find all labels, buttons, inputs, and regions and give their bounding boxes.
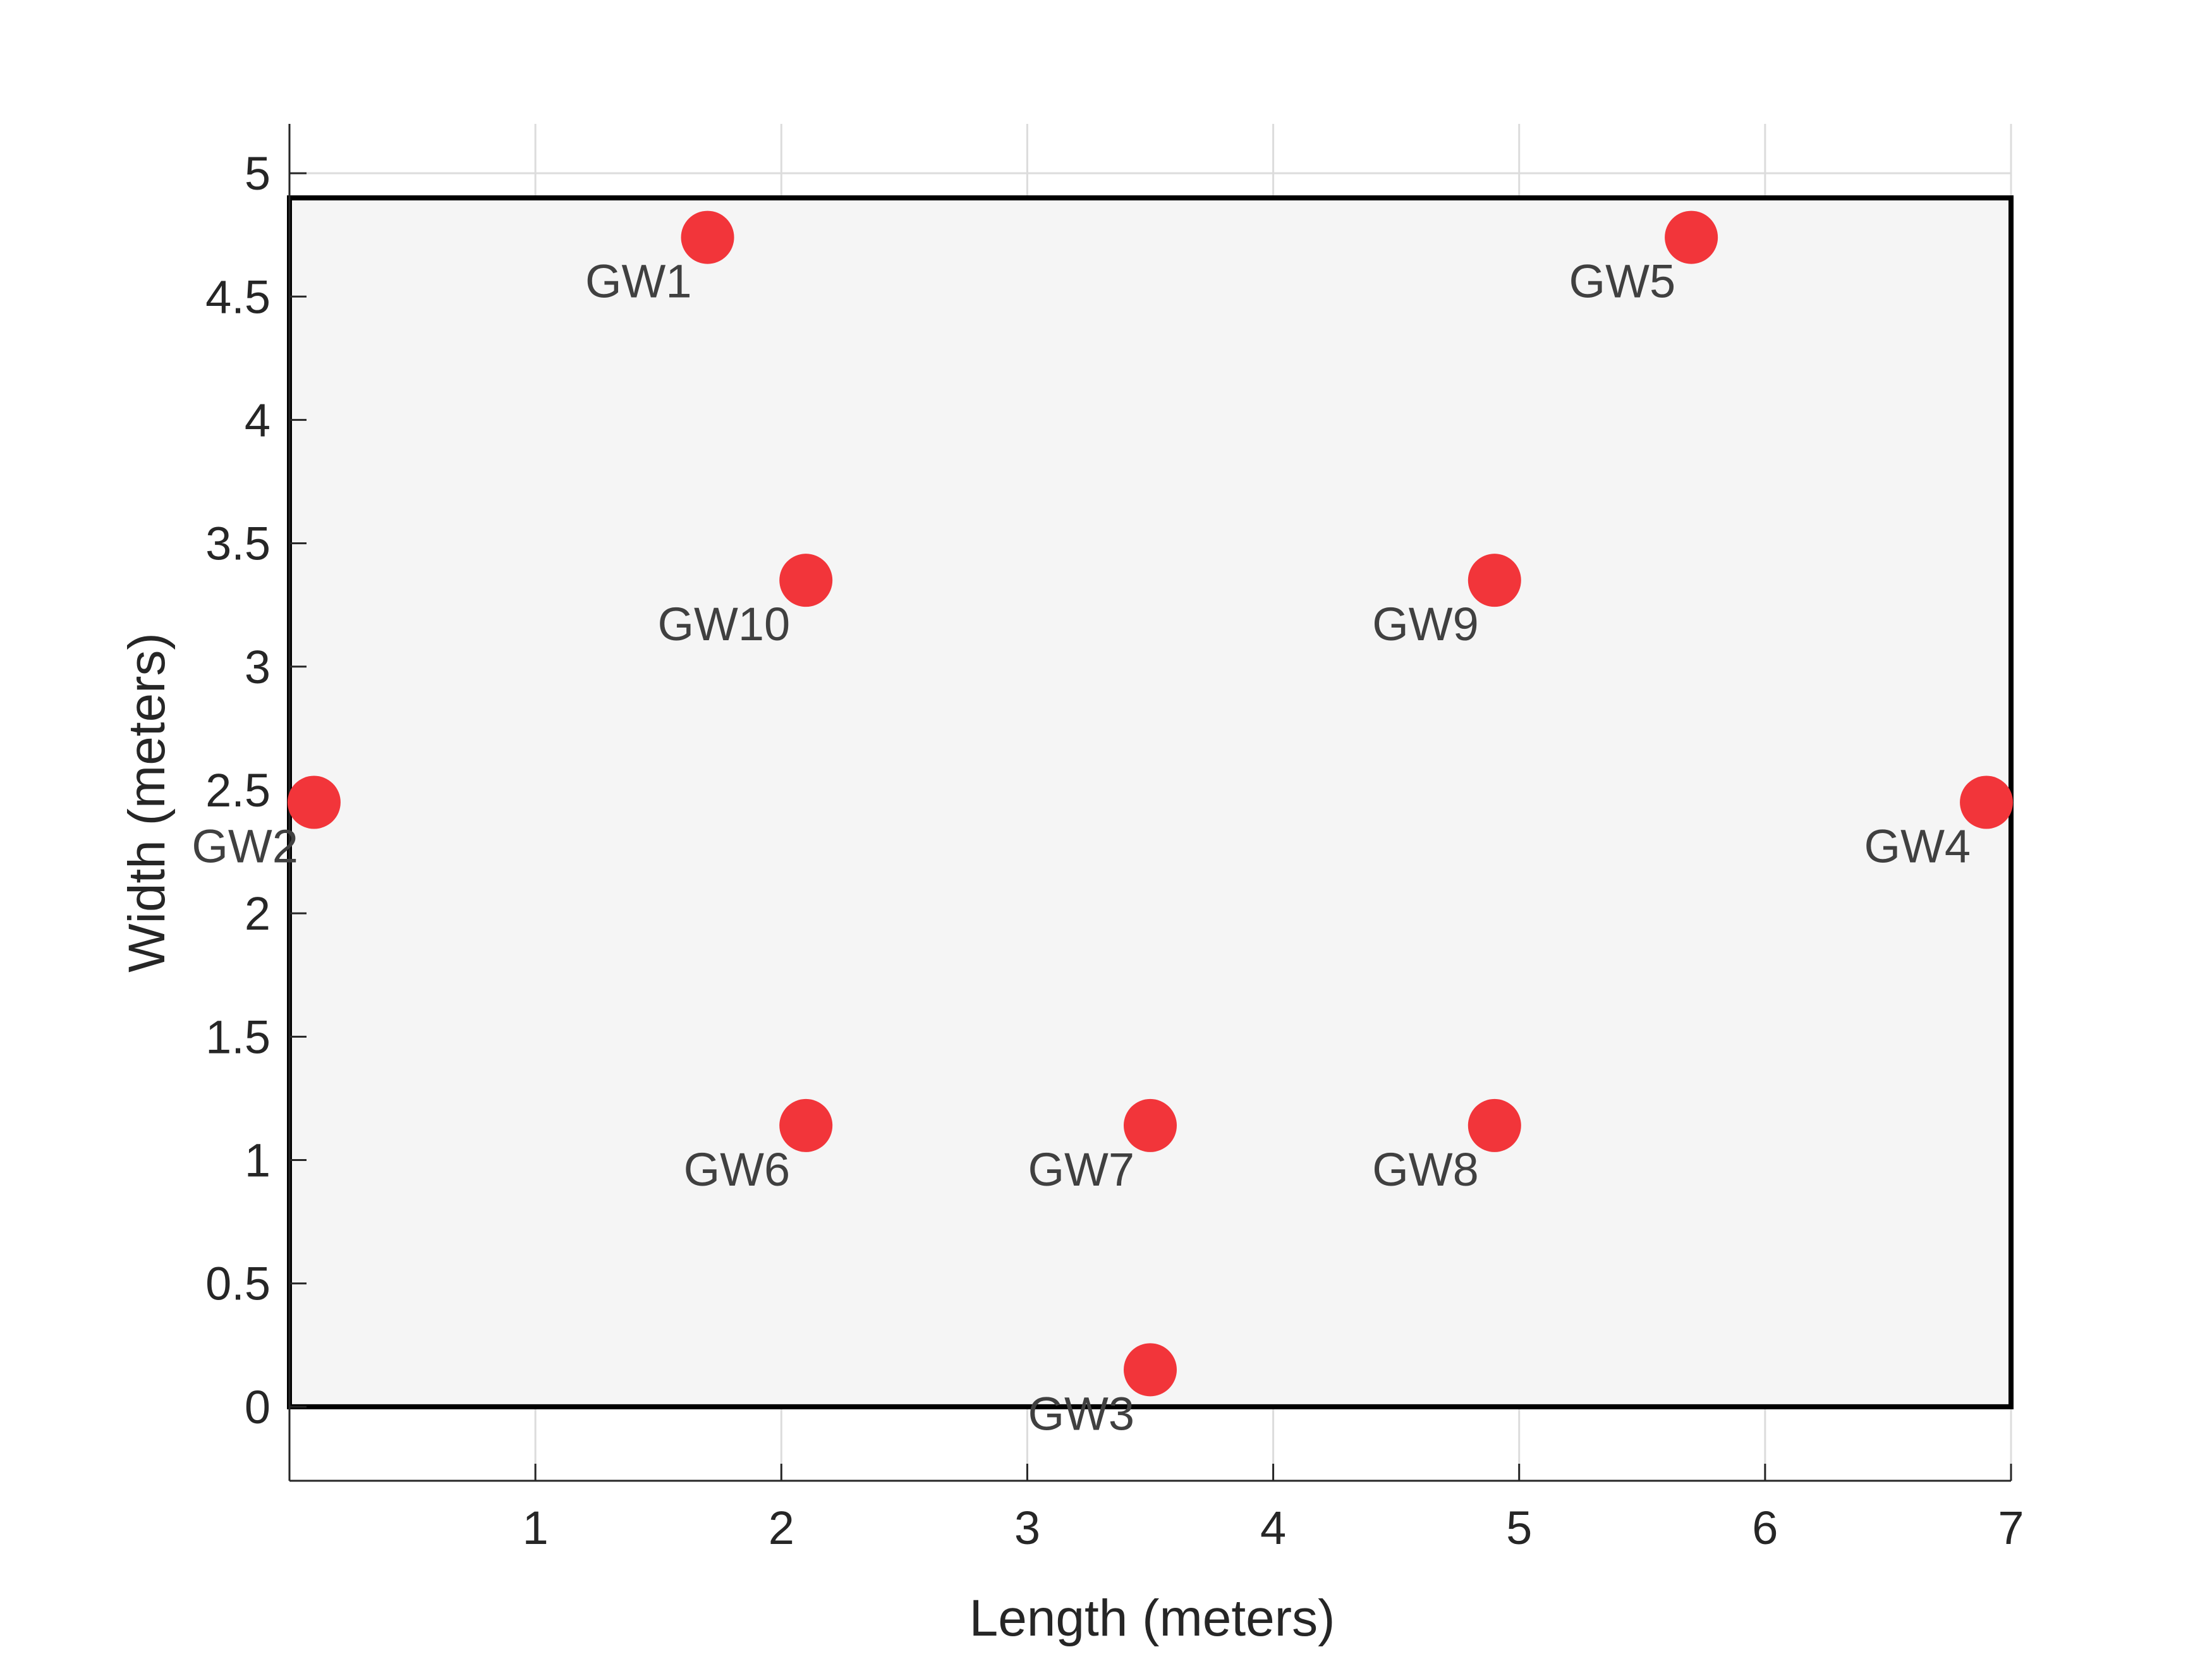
point-label-gw2: GW2	[191, 820, 298, 873]
point-gw10	[779, 554, 833, 607]
x-tick-label-0: 1	[523, 1502, 549, 1554]
room-fill	[289, 198, 2011, 1407]
point-gw5	[1665, 210, 1718, 264]
y-axis-ticks: 0 0.5 1 1.5 2 2.5 3 3.5 4 4.5 5	[205, 147, 307, 1433]
x-tick-label-1: 2	[769, 1502, 794, 1554]
point-gw1	[681, 210, 734, 264]
point-gw6	[779, 1098, 833, 1152]
data-points	[287, 210, 2014, 1397]
point-label-gw3: GW3	[1028, 1387, 1134, 1440]
y-tick-label-7: 3.5	[205, 518, 270, 570]
room-outline	[287, 195, 2014, 1409]
point-label-gw1: GW1	[585, 255, 692, 308]
y-tick-label-6: 3	[245, 641, 270, 693]
x-tick-label-5: 6	[1752, 1502, 1778, 1554]
y-tick-label-4: 2	[245, 887, 270, 940]
point-gw9	[1468, 554, 1521, 607]
y-tick-label-8: 4	[245, 394, 270, 446]
point-label-gw7: GW7	[1028, 1143, 1134, 1196]
y-tick-label-9: 4.5	[205, 270, 270, 323]
point-labels: GW1 GW2 GW3 GW4 GW5 GW6 GW7 GW8 GW9 GW10	[191, 255, 1971, 1440]
point-label-gw4: GW4	[1864, 820, 1971, 873]
y-tick-label-10: 5	[245, 147, 270, 200]
point-label-gw9: GW9	[1372, 598, 1479, 650]
x-tick-label-6: 7	[1998, 1502, 2024, 1554]
point-gw3	[1124, 1343, 1177, 1397]
point-label-gw10: GW10	[657, 598, 790, 650]
y-tick-label-0: 0	[245, 1381, 270, 1433]
point-label-gw5: GW5	[1569, 255, 1676, 308]
y-tick-label-1: 0.5	[205, 1258, 270, 1310]
y-tick-label-5: 2.5	[205, 764, 270, 817]
point-label-gw6: GW6	[684, 1143, 791, 1196]
x-tick-label-2: 3	[1014, 1502, 1040, 1554]
y-tick-label-2: 1	[245, 1134, 270, 1187]
x-axis-ticks: 1 2 3 4 5 6 7	[523, 1464, 2024, 1554]
point-gw7	[1124, 1098, 1177, 1152]
y-axis-title: Width (meters)	[118, 633, 176, 973]
x-axis-title: Length (meters)	[969, 1589, 1335, 1647]
point-label-gw8: GW8	[1372, 1143, 1479, 1196]
y-tick-label-3: 1.5	[205, 1011, 270, 1063]
x-tick-label-4: 5	[1506, 1502, 1532, 1554]
point-gw8	[1468, 1098, 1521, 1152]
x-tick-label-3: 4	[1260, 1502, 1286, 1554]
point-gw4	[1960, 775, 2014, 829]
point-gw2	[287, 775, 341, 829]
